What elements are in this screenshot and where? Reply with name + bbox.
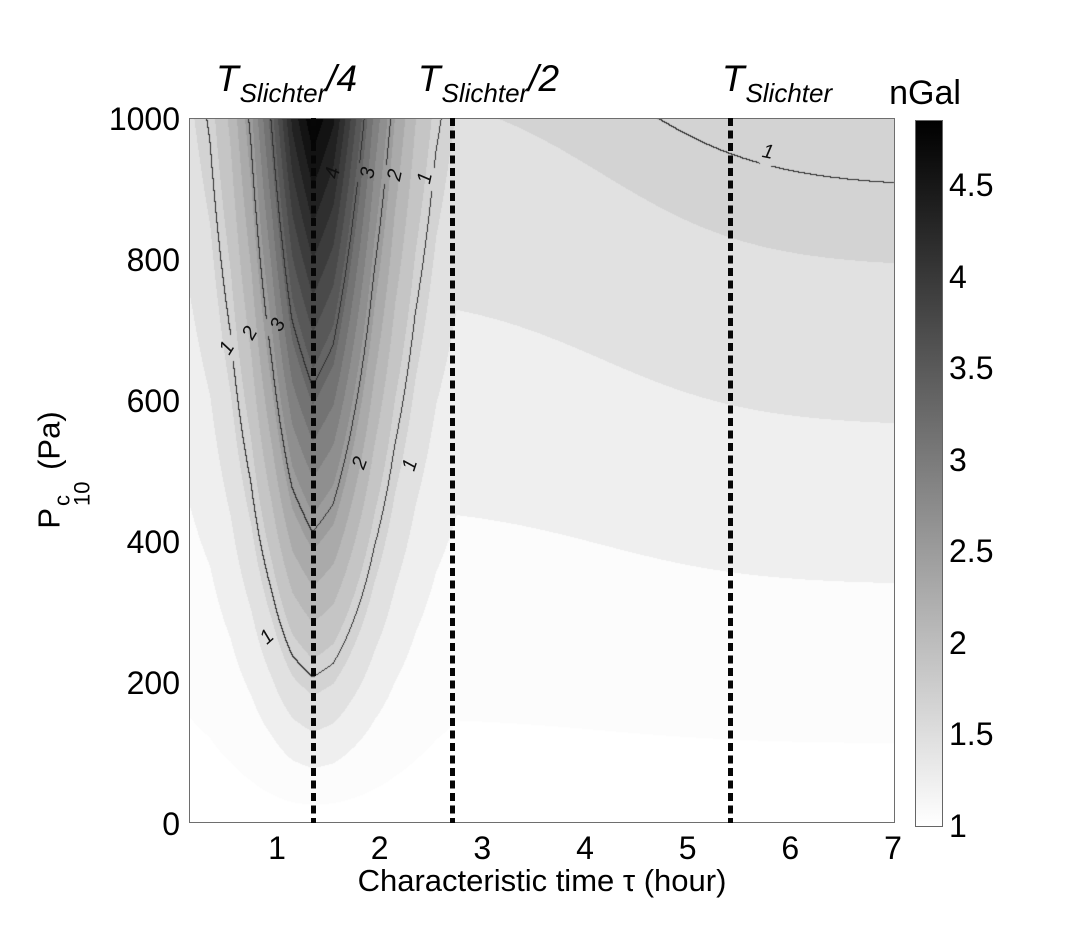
- reference-line-label-0: TSlichter/4: [215, 58, 358, 106]
- x-tick-label-5: 5: [678, 830, 697, 866]
- colorbar-title: nGal: [889, 74, 961, 112]
- reference-label-subscript: Slichter: [745, 78, 833, 108]
- reference-line-label-1: TSlichter/2: [417, 58, 560, 106]
- x-tick-label-1: 1: [268, 830, 286, 866]
- y-axis-label-unit: (Pa): [31, 411, 67, 479]
- colorbar-tick-label-2: 2: [949, 624, 967, 661]
- colorbar: [915, 120, 943, 827]
- x-tick-label-6: 6: [781, 830, 800, 866]
- x-tick-label-3: 3: [473, 830, 492, 866]
- y-tick-label-400: 400: [126, 524, 180, 560]
- x-tick-label-2: 2: [370, 830, 389, 866]
- y-tick-label-200: 200: [126, 665, 180, 701]
- reference-label-main: T: [417, 58, 441, 99]
- x-tick-label-4: 4: [576, 830, 594, 866]
- y-axis-label-base: P: [31, 507, 67, 529]
- x-tick-label-7: 7: [884, 830, 902, 866]
- y-axis-label-sub: 10: [69, 481, 95, 506]
- colorbar-tick-label-1: 1: [949, 808, 967, 844]
- reference-label-suffix: /2: [528, 58, 560, 99]
- colorbar-tick-label-2.5: 2.5: [949, 533, 994, 570]
- y-tick-label-0: 0: [162, 806, 180, 842]
- reference-label-suffix: /4: [326, 58, 358, 99]
- reference-line-tslichter-2: [450, 118, 456, 823]
- x-axis-label: Characteristic time τ (hour): [357, 863, 727, 898]
- reference-line-tslichter: [728, 118, 734, 823]
- colorbar-tick-label-1.5: 1.5: [949, 716, 994, 753]
- y-tick-label-600: 600: [126, 383, 180, 419]
- colorbar-tick-label-3: 3: [949, 441, 967, 478]
- reference-label-main: T: [721, 58, 745, 99]
- reference-label-subscript: Slichter: [441, 78, 529, 108]
- reference-line-tslichter-4: [310, 118, 316, 823]
- heatmap-canvas: [189, 118, 895, 823]
- colorbar-tick-label-4: 4: [949, 258, 967, 295]
- reference-label-subscript: Slichter: [239, 78, 327, 108]
- reference-label-main: T: [215, 58, 239, 99]
- y-axis-label-supsub: c 10: [49, 481, 95, 506]
- colorbar-tick-label-3.5: 3.5: [949, 350, 994, 387]
- colorbar-tick-label-4.5: 4.5: [949, 167, 994, 204]
- y-tick-label-800: 800: [126, 242, 180, 278]
- y-tick-label-1000: 1000: [108, 101, 180, 137]
- reference-line-label-2: TSlichter: [721, 58, 832, 106]
